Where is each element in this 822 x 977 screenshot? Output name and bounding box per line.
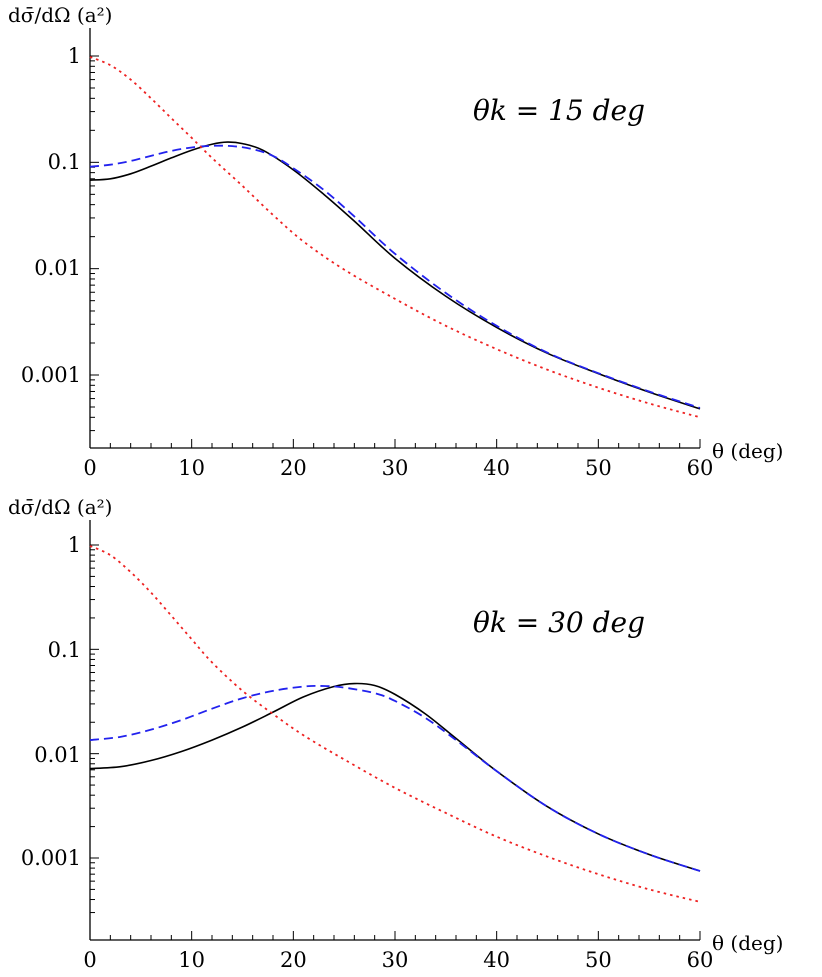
series-line-dotted	[89, 545, 701, 903]
x-tick-label: 20	[280, 948, 307, 972]
x-tick-label: 20	[280, 456, 307, 480]
x-tick-label: 40	[483, 948, 510, 972]
x-tick-label: 40	[483, 456, 510, 480]
x-axis-title: θ (deg)	[712, 931, 783, 955]
x-tick-label: 0	[83, 456, 96, 480]
theta-k-annotation: θk = 15 deg	[473, 94, 645, 127]
x-tick-label: 10	[178, 948, 205, 972]
series-line-dotted	[89, 56, 701, 419]
y-tick-label: 0.1	[48, 638, 81, 662]
y-tick-label: 1	[68, 533, 81, 557]
x-tick-label: 30	[382, 948, 409, 972]
y-tick-label: 0.001	[21, 363, 81, 387]
x-tick-label: 60	[687, 948, 714, 972]
x-tick-label: 30	[382, 456, 409, 480]
x-tick-label: 0	[83, 948, 96, 972]
x-tick-label: 50	[585, 948, 612, 972]
x-tick-label: 60	[687, 456, 714, 480]
y-tick-label: 0.01	[34, 743, 81, 767]
chart-panel-1: 0 10 20 30 40 50 60 1 0.1 0.01 0.001 dσ̄/dΩ (a²) θ (…	[8, 3, 783, 480]
y-axis-title: dσ̄/dΩ (a²)	[8, 3, 112, 27]
series-line-solid	[89, 682, 701, 872]
series-line-solid	[89, 141, 701, 410]
series-line-dashed	[89, 684, 701, 872]
x-tick-label: 10	[178, 456, 205, 480]
y-tick-label: 0.01	[34, 256, 81, 280]
y-tick-label: 1	[68, 44, 81, 68]
y-tick-label: 0.001	[21, 846, 81, 870]
chart-panel-2: 0 10 20 30 40 50 60 1 0.1 0.01 0.001 dσ̄/dΩ (a²) θ (…	[8, 495, 783, 972]
y-axis-title: dσ̄/dΩ (a²)	[8, 495, 112, 519]
series-line-dashed	[89, 144, 701, 409]
y-tick-label: 0.1	[48, 150, 81, 174]
x-axis-title: θ (deg)	[712, 439, 783, 463]
x-tick-label: 50	[585, 456, 612, 480]
theta-k-annotation: θk = 30 deg	[473, 606, 645, 639]
